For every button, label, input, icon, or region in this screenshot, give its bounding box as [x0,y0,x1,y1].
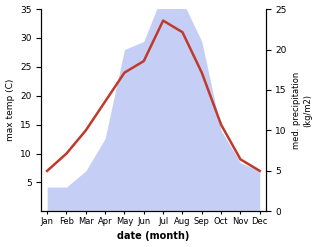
X-axis label: date (month): date (month) [117,231,190,242]
Y-axis label: med. precipitation
(kg/m2): med. precipitation (kg/m2) [292,72,313,149]
Y-axis label: max temp (C): max temp (C) [5,79,15,141]
